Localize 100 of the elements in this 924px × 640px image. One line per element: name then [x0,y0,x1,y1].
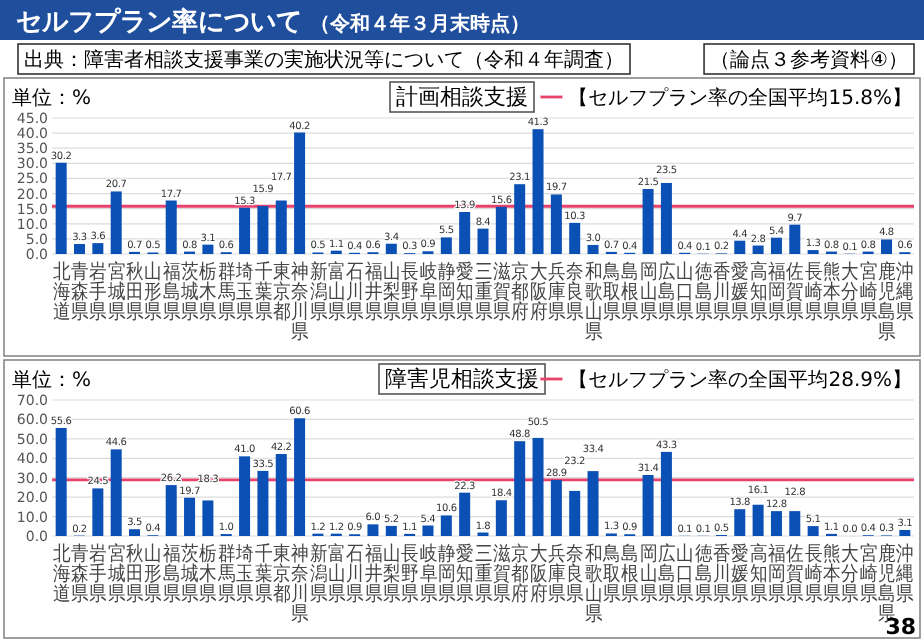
x-tick-label: 新潟県 [309,543,327,607]
bar [899,529,911,536]
x-tick-label: 富山県 [327,543,345,607]
x-tick-label: 沖縄県 [894,261,914,325]
x-tick-label: 奈良県 [566,261,584,325]
bar [495,500,507,536]
bar [477,228,489,254]
x-tick-label: 青森県 [71,261,88,325]
bar [92,243,104,254]
x-tick-label: 青森県 [71,543,88,607]
x-tick-label: 兵庫県 [547,261,565,325]
x-tick-label: 山形県 [144,543,162,607]
x-tick-label: 佐賀県 [786,261,804,325]
bar [110,449,122,536]
bar [734,509,746,536]
x-tick-label: 香川県 [713,543,730,607]
bar [569,222,581,254]
x-tick-label: 福島県 [162,543,180,607]
x-tick-label: 京都府 [511,543,529,607]
bar [550,479,562,536]
x-tick-label: 愛知県 [456,261,474,325]
bar [385,525,397,536]
x-tick-label: 石川県 [346,261,364,325]
x-tick-label: 岐阜県 [419,543,437,607]
x-tick-label: 岡山県 [639,543,657,607]
bar [880,239,892,254]
x-tick-label: 福井県 [364,261,382,325]
x-tick-label: 沖縄県 [894,543,914,607]
bar [257,470,269,536]
x-tick-label: 宮崎県 [859,261,877,325]
bar [55,427,67,536]
text: （令和４年３月末時点） [310,12,530,36]
x-tick-label: 群馬県 [215,261,235,325]
x-tick-label: 山口県 [676,261,694,325]
x-tick-label: 東京都 [272,543,290,607]
x-tick-label: 福島県 [162,261,180,325]
x-tick-label: 三重県 [474,261,492,325]
x-tick-label: 埼玉県 [234,261,253,325]
x-tick-label: 茨城県 [179,261,198,325]
bar [440,237,452,254]
x-tick-label: 茨城県 [179,543,198,607]
x-tick-label: 福岡県 [768,543,785,607]
bar [239,456,251,536]
x-tick-label: 宮城県 [105,261,125,325]
x-tick-label: 鳥取県 [601,261,620,325]
bar [55,162,67,254]
x-tick-label: 神奈川県 [291,261,308,345]
bar [257,205,269,254]
bar [770,237,782,254]
bar [459,211,471,254]
x-tick-label: 東京都 [272,261,290,325]
x-tick-label: 兵庫県 [547,543,565,607]
x-tick-label: 千葉県 [254,261,272,325]
chart-title: 計画相談支援 [396,84,528,110]
bar [422,525,434,536]
x-tick-label: 福井県 [364,543,382,607]
x-tick-label: 長崎県 [804,543,822,607]
x-tick-label: 滋賀県 [492,261,510,325]
x-tick-label: 千葉県 [254,543,272,607]
bar [642,189,654,254]
x-tick-label: 愛媛県 [731,543,749,607]
bar [495,206,507,254]
bar [569,490,581,536]
x-tick-label: 高知県 [749,261,767,325]
x-tick-label: 熊本県 [823,543,840,607]
x-tick-label: 鳥取県 [601,543,620,607]
bar [550,194,562,254]
x-tick-label: 長崎県 [804,261,822,325]
bar [789,224,801,254]
x-tick-label: 富山県 [327,261,345,325]
bar [275,200,287,254]
legend-label: 【セルフプラン率の全国平均28.9%】 [568,368,912,392]
x-tick-label: 愛媛県 [731,261,749,325]
x-tick-label: 宮城県 [105,543,125,607]
x-tick-label: 静岡県 [437,543,455,607]
bar [514,441,526,536]
x-tick-label: 石川県 [346,543,364,607]
bar [587,471,599,536]
bar [440,515,452,536]
x-tick-label: 北海道 [52,543,70,607]
x-tick-label: 北海道 [52,261,70,325]
x-tick-label: 三重県 [474,543,492,607]
bar [807,526,819,536]
x-tick-label: 京都府 [511,261,529,325]
text: セルフプラン率について [16,6,302,38]
x-tick-label: 和歌山県 [584,261,602,345]
x-tick-label: 岡山県 [639,261,657,325]
x-tick-label: 秋田県 [126,261,143,325]
bar [367,524,379,536]
x-tick-label: 徳島県 [694,261,712,325]
bar [385,243,397,254]
x-tick-label: 滋賀県 [492,543,510,607]
bar [587,244,599,254]
bar [770,511,782,536]
x-tick-label: 静岡県 [437,261,455,325]
x-tick-label: 徳島県 [694,543,712,607]
x-tick-label: 長野県 [401,261,419,325]
bar [789,511,801,536]
bar [184,497,196,536]
x-tick-label: 島根県 [621,543,639,607]
